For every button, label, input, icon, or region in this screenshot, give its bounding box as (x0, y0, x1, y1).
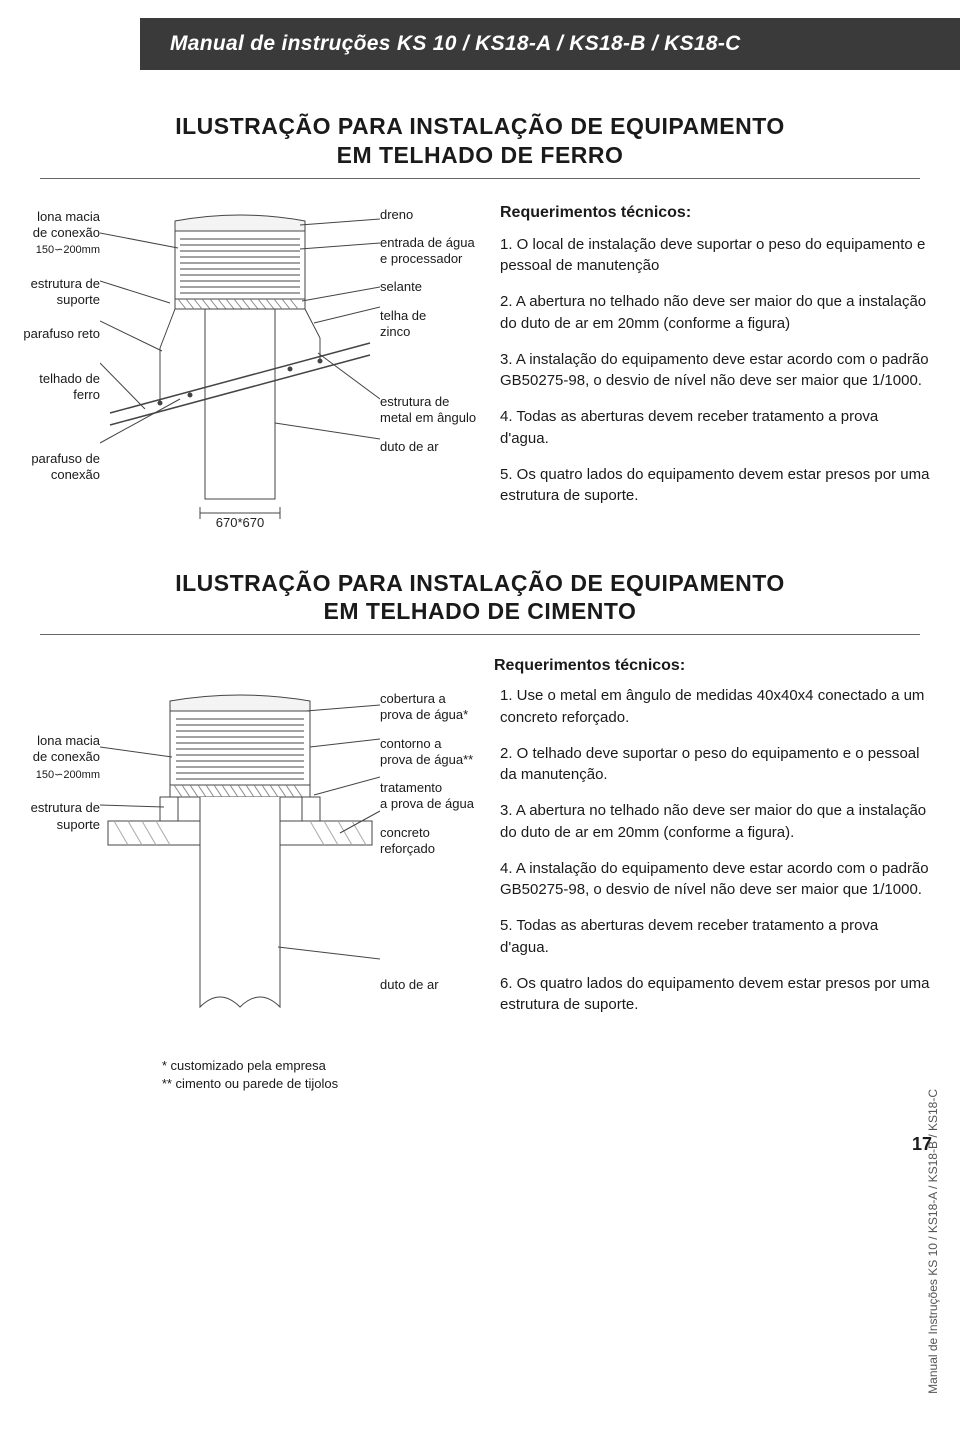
req2-6: 6. Os quatro lados do equipamento devem … (500, 973, 930, 1017)
lbl-lona3: 150∽200mm (36, 244, 100, 256)
footnote2: ** cimento ou parede de tijolos (162, 1076, 338, 1091)
lbl-parc1: parafuso de (31, 451, 100, 466)
lbl2-duto: duto de ar (380, 977, 439, 992)
req1-title: Requerimentos técnicos: (500, 201, 930, 224)
lbl-telh1: telhado de (39, 371, 100, 386)
lbl-tel2: zinco (380, 324, 410, 339)
section1-requirements: Requerimentos técnicos: 1. O local de in… (494, 201, 930, 533)
req1-3: 3. A instalação do equipamento deve esta… (500, 349, 930, 393)
section1-title: ILUSTRAÇÃO PARA INSTALAÇÃO DE EQUIPAMENT… (40, 112, 920, 179)
req2-5: 5. Todas as aberturas devem receber trat… (500, 915, 930, 959)
header-bar: Manual de instruções KS 10 / KS18-A / KS… (140, 18, 960, 70)
section2-right-labels: cobertura a prova de água* contorno a pr… (380, 685, 494, 1093)
header-text: Manual de instruções KS 10 / KS18-A / KS… (170, 32, 741, 55)
section2-left-labels: lona macia de conexão 150∽200mm estrutur… (0, 685, 100, 1093)
diagram-iron-roof: 670*670 (100, 203, 380, 533)
lbl2-cont2: prova de água** (380, 752, 473, 767)
lbl2-estr1: estrutura de (31, 800, 100, 815)
lbl2-cob2: prova de água* (380, 707, 468, 722)
dim-text: 670*670 (216, 515, 264, 530)
req1-4: 4. Todas as aberturas devem receber trat… (500, 406, 930, 450)
footnotes: * customizado pela empresa ** cimento ou… (142, 1047, 338, 1093)
section2-requirements: 1. Use o metal em ângulo de medidas 40x4… (494, 685, 930, 1093)
section1-left-labels: lona macia de conexão 150∽200mm estrutur… (0, 201, 100, 533)
footnote1: * customizado pela empresa (162, 1058, 326, 1073)
lbl2-conc2: reforçado (380, 841, 435, 856)
lbl-lona1: lona macia (37, 209, 100, 224)
diagram-cement-roof (100, 687, 380, 1047)
lbl-estr2: suporte (57, 292, 100, 307)
lbl-telh2: ferro (73, 387, 100, 402)
lbl-duto: duto de ar (380, 439, 439, 454)
section2-diagram: * customizado pela empresa ** cimento ou… (100, 685, 380, 1093)
lbl-est2: metal em ângulo (380, 410, 476, 425)
req1-5: 5. Os quatro lados do equipamento devem … (500, 464, 930, 508)
page-number: 17 (912, 1134, 932, 1155)
section1-diagram: 670*670 (100, 201, 380, 533)
req2-3: 3. A abertura no telhado não deve ser ma… (500, 800, 930, 844)
section1-body: lona macia de conexão 150∽200mm estrutur… (0, 201, 960, 533)
lbl2-cob1: cobertura a (380, 691, 446, 706)
lbl-dreno: dreno (380, 207, 413, 222)
lbl2-cont1: contorno a (380, 736, 441, 751)
lbl-est1: estrutura de (380, 394, 449, 409)
req2-4: 4. A instalação do equipamento deve esta… (500, 858, 930, 902)
req2-title: Requerimentos técnicos: (494, 657, 930, 675)
req1-1: 1. O local de instalação deve suportar o… (500, 234, 930, 278)
req1-2: 2. A abertura no telhado não deve ser ma… (500, 291, 930, 335)
lbl2-conc1: concreto (380, 825, 430, 840)
lbl-estr1: estrutura de (31, 276, 100, 291)
lbl2-trat1: tratamento (380, 780, 442, 795)
section1-title-l2: EM TELHADO DE FERRO (337, 142, 624, 168)
section2-title-l2: EM TELHADO DE CIMENTO (324, 598, 637, 624)
lbl2-estr2: suporte (57, 817, 100, 832)
section2-title: ILUSTRAÇÃO PARA INSTALAÇÃO DE EQUIPAMENT… (40, 569, 920, 636)
section2-body: lona macia de conexão 150∽200mm estrutur… (0, 685, 960, 1093)
lbl-parc2: conexão (51, 467, 100, 482)
req2-2: 2. O telhado deve suportar o peso do equ… (500, 743, 930, 787)
lbl-ent2: e processador (380, 251, 462, 266)
lbl-selante: selante (380, 279, 422, 294)
section1-title-l1: ILUSTRAÇÃO PARA INSTALAÇÃO DE EQUIPAMENT… (175, 113, 785, 139)
lbl2-lona1: lona macia (37, 733, 100, 748)
lbl-paraf: parafuso reto (23, 326, 100, 341)
section1-right-labels: dreno entrada de água e processador sela… (380, 201, 494, 533)
section2-title-l1: ILUSTRAÇÃO PARA INSTALAÇÃO DE EQUIPAMENT… (175, 570, 785, 596)
req2-1: 1. Use o metal em ângulo de medidas 40x4… (500, 685, 930, 729)
lbl2-lona2: de conexão (33, 749, 100, 764)
lbl-tel1: telha de (380, 308, 426, 323)
lbl-lona2: de conexão (33, 225, 100, 240)
lbl2-lona3: 150∽200mm (36, 769, 100, 781)
lbl-ent1: entrada de água (380, 235, 475, 250)
lbl2-trat2: a prova de água (380, 796, 474, 811)
